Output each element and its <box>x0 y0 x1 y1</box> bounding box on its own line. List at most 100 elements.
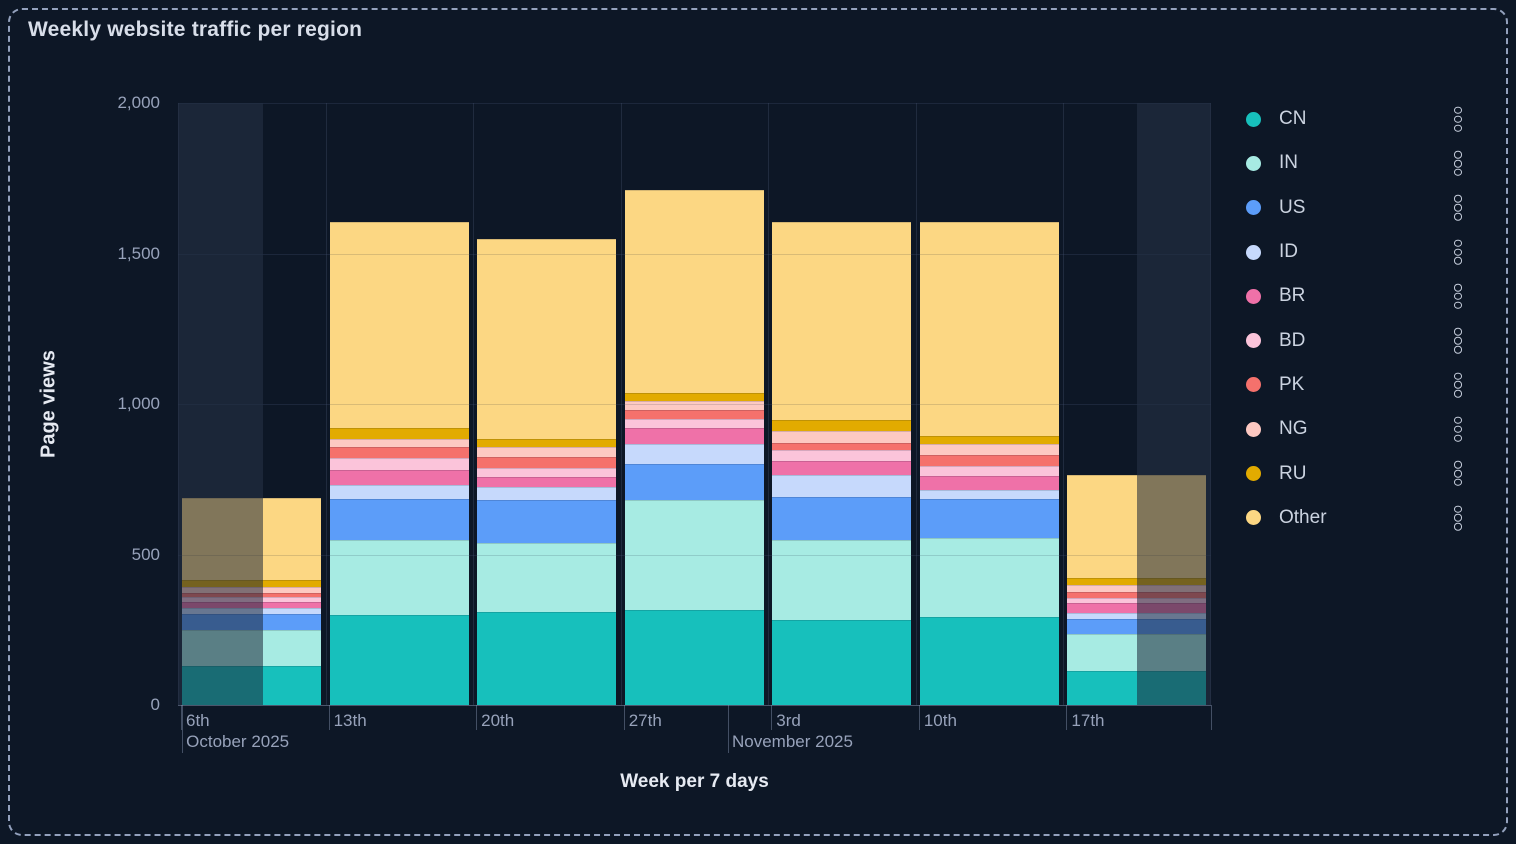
bar-segment-PK[interactable] <box>1067 591 1207 599</box>
bar-segment-RU[interactable] <box>624 392 764 401</box>
x-tick-mark <box>476 705 478 730</box>
legend-menu-kebab-dots-icon[interactable] <box>1452 325 1464 356</box>
bar-segment-ID[interactable] <box>919 489 1059 500</box>
bar-segment-CN[interactable] <box>477 612 617 705</box>
bar-segment-ID[interactable] <box>329 484 469 500</box>
bar-segment-BR[interactable] <box>1067 602 1207 613</box>
legend-menu-kebab-dots-icon[interactable] <box>1452 192 1464 223</box>
bar-segment-Other[interactable] <box>772 221 912 420</box>
bar-segment-NG[interactable] <box>919 444 1059 456</box>
bar-segment-ID[interactable] <box>1067 612 1207 620</box>
bar-segment-BD[interactable] <box>477 467 617 478</box>
bar-segment-PK[interactable] <box>772 442 912 450</box>
bar-segment-BR[interactable] <box>182 601 321 609</box>
bar-segment-NG[interactable] <box>1067 584 1207 592</box>
bar-segment-NG[interactable] <box>477 446 617 457</box>
bar-segment-BR[interactable] <box>477 477 617 487</box>
bar-segment-RU[interactable] <box>477 438 617 447</box>
bar-segment-US[interactable] <box>919 499 1059 538</box>
legend-item-BR[interactable]: BR <box>1240 274 1478 318</box>
month-tick-mark <box>182 705 184 753</box>
legend-item-US[interactable]: US <box>1240 186 1478 230</box>
bar-segment-NG[interactable] <box>329 439 469 448</box>
bar-segment-Other[interactable] <box>624 190 764 393</box>
legend-item-Other[interactable]: Other <box>1240 496 1478 540</box>
bar-segment-Other[interactable] <box>919 221 1059 436</box>
bar-segment-Other[interactable] <box>329 221 469 429</box>
bar-segment-RU[interactable] <box>772 419 912 432</box>
legend-menu-kebab-dots-icon[interactable] <box>1452 104 1464 135</box>
bar-segment-NG[interactable] <box>624 400 764 411</box>
bar-segment-BR[interactable] <box>329 469 469 485</box>
bar-segment-ID[interactable] <box>772 475 912 497</box>
bar-segment-IN[interactable] <box>329 540 469 615</box>
bar-segment-IN[interactable] <box>624 500 764 610</box>
bar-segment-BD[interactable] <box>624 418 764 429</box>
panel-title[interactable]: Weekly website traffic per region <box>28 18 363 41</box>
bar-27th[interactable] <box>624 190 764 705</box>
bar-segment-US[interactable] <box>329 499 469 541</box>
kebab-ring <box>1454 345 1462 354</box>
kebab-ring <box>1454 292 1462 301</box>
kebab-ring <box>1454 425 1462 433</box>
legend-menu-kebab-dots-icon[interactable] <box>1452 148 1464 179</box>
legend-item-RU[interactable]: RU <box>1240 451 1478 495</box>
bar-segment-CN[interactable] <box>624 609 764 705</box>
legend-menu-kebab-dots-icon[interactable] <box>1452 370 1464 401</box>
bar-segment-IN[interactable] <box>772 540 912 621</box>
bar-6th[interactable] <box>182 498 321 705</box>
bar-segment-IN[interactable] <box>477 543 617 613</box>
bar-segment-PK[interactable] <box>329 447 469 458</box>
x-tick-label: 13th <box>333 711 367 730</box>
bar-segment-US[interactable] <box>772 496 912 541</box>
bar-segment-PK[interactable] <box>919 455 1059 467</box>
bar-segment-PK[interactable] <box>624 410 764 419</box>
legend-item-CN[interactable]: CN <box>1240 97 1478 141</box>
bar-segment-ID[interactable] <box>624 444 764 464</box>
legend-menu-kebab-dots-icon[interactable] <box>1452 458 1464 489</box>
bar-segment-BD[interactable] <box>919 466 1059 477</box>
bar-10th[interactable] <box>919 221 1059 705</box>
legend-menu-kebab-dots-icon[interactable] <box>1452 503 1464 534</box>
bar-segment-Other[interactable] <box>1067 474 1207 579</box>
bar-segment-CN[interactable] <box>772 620 912 705</box>
bar-segment-IN[interactable] <box>919 537 1059 617</box>
bar-segment-PK[interactable] <box>477 456 617 468</box>
bar-segment-US[interactable] <box>624 463 764 501</box>
bar-segment-CN[interactable] <box>329 614 469 705</box>
bar-segment-ID[interactable] <box>477 486 617 501</box>
bar-segment-IN[interactable] <box>182 629 321 666</box>
legend-item-ID[interactable]: ID <box>1240 230 1478 274</box>
bar-segment-RU[interactable] <box>329 428 469 440</box>
bar-segment-US[interactable] <box>182 613 321 630</box>
legend-item-IN[interactable]: IN <box>1240 141 1478 185</box>
bar-segment-RU[interactable] <box>919 435 1059 445</box>
bar-17th[interactable] <box>1067 474 1207 705</box>
bar-segment-US[interactable] <box>1067 619 1207 635</box>
bar-segment-Other[interactable] <box>477 238 617 439</box>
bar-segment-NG[interactable] <box>772 431 912 443</box>
bar-segment-CN[interactable] <box>919 616 1059 705</box>
bar-3rd[interactable] <box>772 221 912 705</box>
bar-segment-BD[interactable] <box>329 457 469 470</box>
bar-20th[interactable] <box>477 238 617 705</box>
bar-segment-BR[interactable] <box>919 476 1059 490</box>
bar-segment-Other[interactable] <box>182 498 321 581</box>
bar-13th[interactable] <box>329 221 469 705</box>
bar-segment-BR[interactable] <box>624 428 764 445</box>
legend-menu-kebab-dots-icon[interactable] <box>1452 414 1464 445</box>
bar-segment-RU[interactable] <box>182 580 321 588</box>
legend-item-BD[interactable]: BD <box>1240 318 1478 362</box>
bar-segment-CN[interactable] <box>1067 671 1207 705</box>
bar-segment-IN[interactable] <box>1067 634 1207 671</box>
legend-item-PK[interactable]: PK <box>1240 363 1478 407</box>
legend-menu-kebab-dots-icon[interactable] <box>1452 237 1464 268</box>
bar-segment-BR[interactable] <box>772 460 912 476</box>
bar-segment-RU[interactable] <box>1067 578 1207 585</box>
bar-segment-BD[interactable] <box>772 449 912 461</box>
bar-segment-US[interactable] <box>477 500 617 544</box>
legend-item-NG[interactable]: NG <box>1240 407 1478 451</box>
legend-item-label: BR <box>1279 285 1306 307</box>
bar-segment-CN[interactable] <box>182 665 321 705</box>
legend-menu-kebab-dots-icon[interactable] <box>1452 281 1464 312</box>
